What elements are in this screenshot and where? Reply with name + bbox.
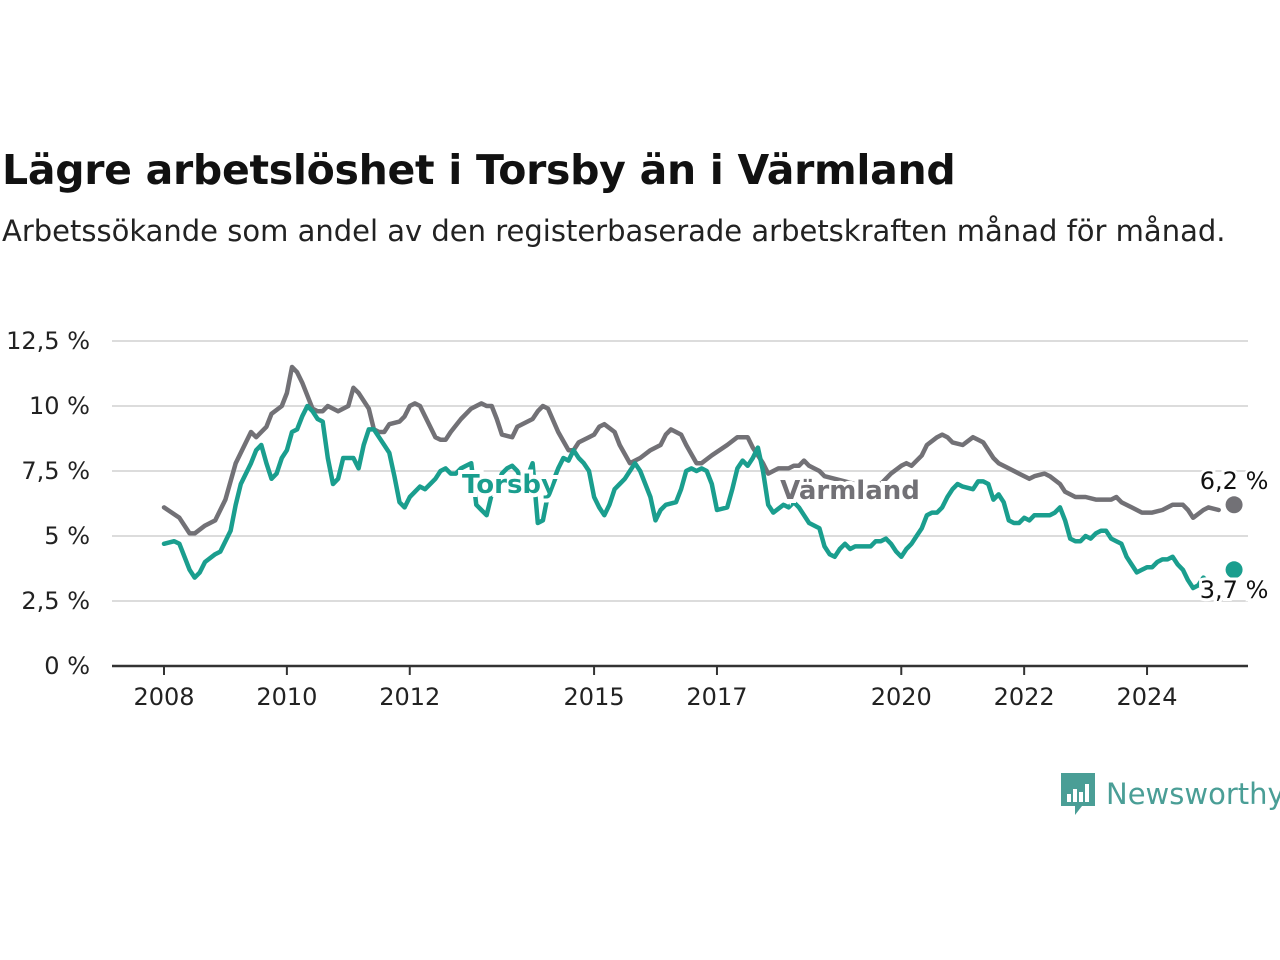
series-line-vrmland xyxy=(161,364,1221,536)
x-tick-label: 2017 xyxy=(686,683,747,711)
brand: Newsworthy xyxy=(1060,772,1280,816)
series-line-torsby xyxy=(161,403,1211,591)
x-tick-label: 2015 xyxy=(564,683,625,711)
y-axis: 0 % 2,5 % 5 % 7,5 % 10 % 12,5 % xyxy=(6,327,90,680)
series-end-point xyxy=(1225,561,1243,579)
series-name-label: Torsby xyxy=(462,470,558,500)
gridlines xyxy=(112,340,1248,602)
series-end-point xyxy=(1225,496,1243,514)
series-lines xyxy=(161,364,1243,591)
chart-subtitle: Arbetssökande som andel av den registerb… xyxy=(2,214,1226,248)
x-tick-label: 2024 xyxy=(1117,683,1178,711)
x-tick-label: 2008 xyxy=(133,683,194,711)
y-tick-label: 2,5 % xyxy=(21,587,90,615)
y-tick-label: 5 % xyxy=(44,522,90,550)
x-tick-label: 2020 xyxy=(871,683,932,711)
x-axis: 2008 2010 2012 2015 2017 2020 2022 2024 xyxy=(112,664,1248,711)
y-tick-label: 7,5 % xyxy=(21,457,90,485)
y-tick-label: 0 % xyxy=(44,652,90,680)
x-tick-label: 2010 xyxy=(256,683,317,711)
y-tick-label: 12,5 % xyxy=(6,327,90,355)
series-end-value-label: 6,2 % xyxy=(1200,467,1269,495)
series-name-label: Värmland xyxy=(780,476,920,506)
newsworthy-logo-icon xyxy=(1061,773,1095,815)
brand-name: Newsworthy xyxy=(1106,777,1280,811)
y-tick-label: 10 % xyxy=(29,392,90,420)
series-end-value-label: 3,7 % xyxy=(1200,576,1269,604)
x-tick-label: 2022 xyxy=(994,683,1055,711)
chart-title: Lägre arbetslöshet i Torsby än i Värmlan… xyxy=(2,146,956,194)
x-tick-label: 2012 xyxy=(379,683,440,711)
series-labels: Värmland 6,2 % Torsby 3,7 % xyxy=(458,464,1271,607)
